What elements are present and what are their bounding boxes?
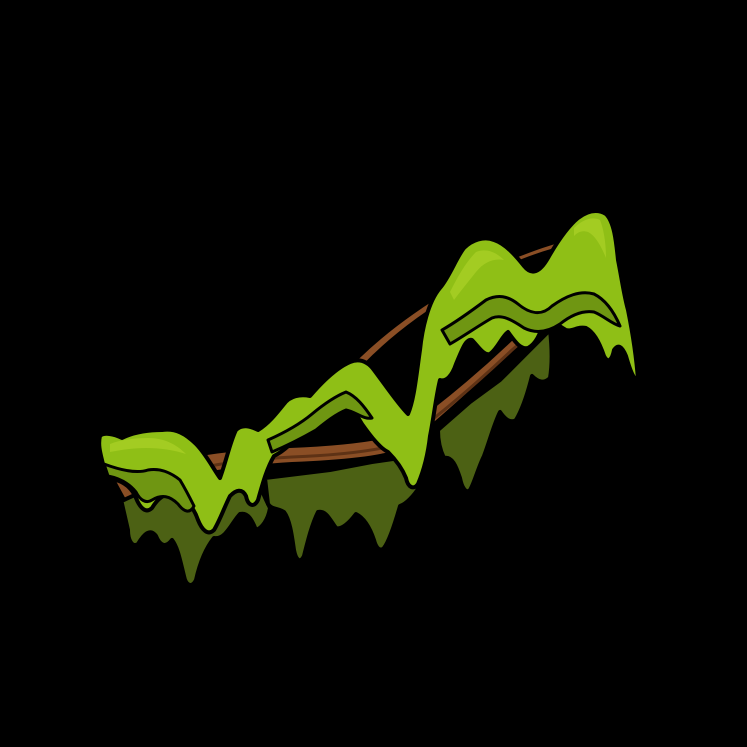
- moss-accent-right: [440, 291, 622, 346]
- moss-mid-accents: [102, 291, 622, 513]
- moss-accent-center: [266, 390, 374, 454]
- dark-moss-right-drip: [436, 328, 554, 494]
- moss-highlights: [110, 218, 606, 454]
- moss-highlight-top: [450, 250, 504, 300]
- dark-moss-center-drip: [263, 456, 422, 563]
- moss-highlight-peak: [574, 218, 606, 258]
- moss-highlight-left: [110, 438, 186, 454]
- moss-main-shape: [97, 209, 640, 535]
- dark-moss-back-layer: [118, 328, 554, 587]
- moss-accent-left: [102, 462, 196, 513]
- moss-main-layer: [97, 209, 640, 535]
